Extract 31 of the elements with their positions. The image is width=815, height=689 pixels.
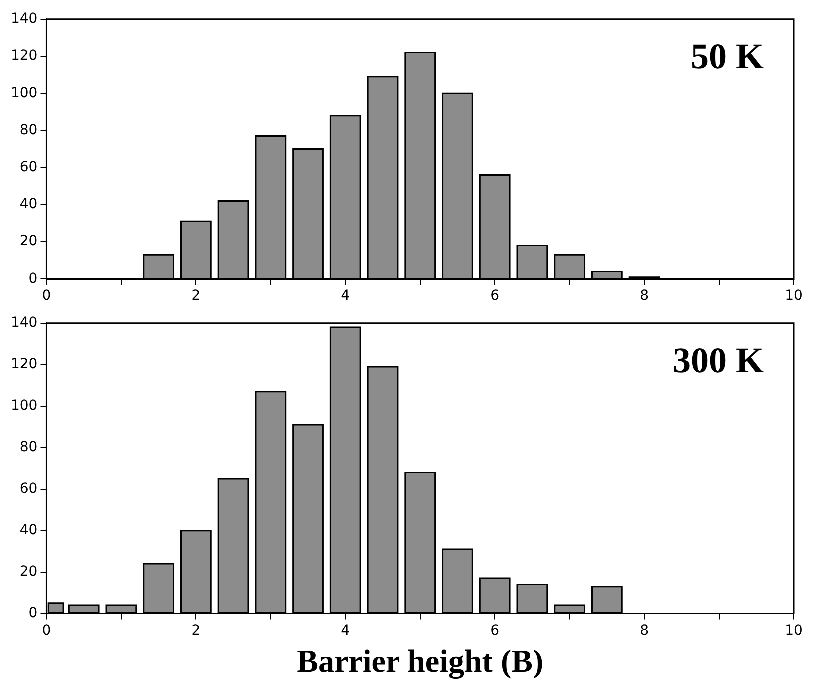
y-tick-label: 120 xyxy=(10,48,38,64)
y-tick-label: 120 xyxy=(10,356,38,373)
y-tick-label: 80 xyxy=(20,440,38,456)
annotation: 300 K xyxy=(672,340,764,381)
x-tick-label: 8 xyxy=(640,622,650,639)
y-tick-label: 0 xyxy=(28,605,38,622)
x-tick-label: 0 xyxy=(42,288,52,304)
y-tick-label: 20 xyxy=(20,564,38,580)
x-tick-label: 10 xyxy=(785,288,803,304)
x-tick-label: 4 xyxy=(341,622,350,639)
y-tick-label: 0 xyxy=(28,270,38,287)
y-tick-label: 140 xyxy=(10,11,38,28)
x-tick-label: 6 xyxy=(490,288,500,304)
x-tick-label: 8 xyxy=(640,288,650,304)
y-tick-label: 100 xyxy=(10,85,38,102)
y-tick-label: 60 xyxy=(20,160,38,176)
y-tick-label: 40 xyxy=(20,522,38,538)
x-tick-label: 2 xyxy=(192,622,201,639)
y-tick-label: 60 xyxy=(20,480,38,497)
x-tick-label: 0 xyxy=(42,622,52,639)
y-tick-label: 20 xyxy=(20,234,38,250)
y-tick-label: 140 xyxy=(10,315,38,332)
y-tick-label: 100 xyxy=(10,398,38,414)
x-tick-label: 4 xyxy=(341,288,350,304)
annotation: 50 K xyxy=(690,36,764,77)
x-tick-label: 6 xyxy=(490,622,500,639)
x-tick-label: 10 xyxy=(785,622,803,639)
x-tick-label: 2 xyxy=(192,288,201,304)
x-axis-title: Barrier height (B) xyxy=(297,643,544,680)
y-tick-label: 40 xyxy=(20,196,38,213)
y-tick-label: 80 xyxy=(20,122,38,138)
